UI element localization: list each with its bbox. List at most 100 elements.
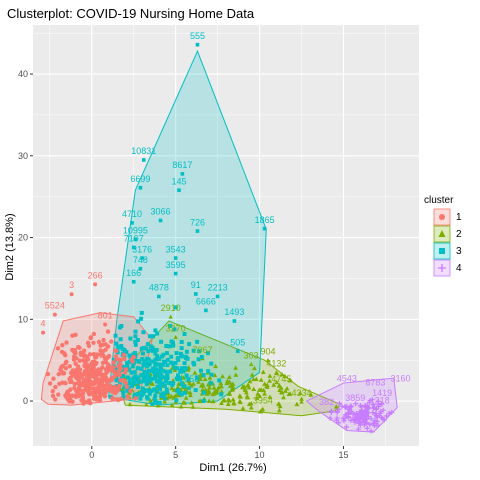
cluster-3-point (196, 357, 201, 362)
cluster-3-point (199, 354, 204, 359)
cluster-1-point (114, 356, 119, 362)
point-label: 3595 (166, 260, 186, 270)
cluster-3-point (177, 376, 182, 381)
axis-ticks: 0 5 10 15 0 10 20 30 40 (18, 69, 349, 460)
cluster-3-point (133, 339, 138, 344)
cluster-1-point (60, 370, 65, 375)
y-axis-title: Dim2 (13.8%) (4, 213, 16, 280)
cluster-3-point (132, 357, 137, 362)
cluster-2-point (178, 404, 184, 409)
cluster-1-point (76, 385, 82, 391)
cluster-2-point (282, 373, 288, 378)
cluster-1-point (82, 363, 87, 369)
cluster-1-point (91, 340, 96, 346)
cluster-2-point (143, 402, 149, 407)
cluster-1-point (60, 343, 65, 348)
cluster-3-point (186, 377, 191, 382)
x-tick-label: 15 (338, 450, 348, 460)
cluster-3-point (140, 256, 144, 260)
cluster-2-point (260, 406, 266, 411)
point-label: 904 (260, 346, 275, 356)
cluster-1-point (73, 332, 78, 338)
cluster-2-point (200, 383, 206, 388)
cluster-3-point (147, 374, 152, 379)
cluster-3-point (160, 362, 165, 367)
cluster-3-point (125, 365, 130, 370)
cluster-3-point (118, 337, 123, 342)
cluster-2-point (187, 380, 193, 386)
cluster-3-point (139, 366, 144, 371)
cluster-2-point (233, 365, 238, 370)
cluster-3-point (125, 388, 130, 393)
cluster-2-point (225, 397, 231, 402)
cluster-1-point (81, 350, 86, 355)
cluster-1-point (87, 352, 93, 357)
cluster-4-point (346, 406, 352, 412)
cluster-4-point (344, 404, 350, 410)
cluster-2-point (267, 394, 273, 399)
point-label: 7107 (124, 234, 144, 244)
cluster-1-point (85, 388, 90, 393)
cluster-3-point (157, 294, 161, 299)
cluster-3-point (163, 369, 168, 374)
cluster-3-point (114, 341, 119, 346)
cluster-2-point (245, 383, 251, 388)
cluster-3-point (174, 398, 179, 403)
cluster-3-point (158, 371, 163, 376)
cluster-3-point (154, 379, 159, 384)
cluster-4-point (329, 408, 335, 414)
point-label: 1493 (224, 307, 244, 317)
cluster-3-point (195, 375, 200, 380)
legend-triangle-icon (438, 230, 446, 237)
cluster-4-point (370, 402, 376, 408)
cluster-4-point (327, 415, 333, 421)
cluster-2-point (230, 396, 236, 402)
cluster-1-point (91, 396, 97, 401)
cluster-1-point (62, 380, 67, 386)
cluster-4-point (379, 414, 385, 420)
cluster-3-point (124, 350, 129, 355)
cluster-1-point (69, 371, 75, 376)
cluster-3-point (232, 319, 237, 323)
cluster-3-point (205, 351, 210, 356)
cluster-3-point (153, 372, 158, 377)
point-label: 145 (171, 176, 186, 186)
cluster-2-point (294, 401, 300, 407)
cluster-4-point (366, 399, 372, 405)
cluster-1-point (94, 360, 99, 366)
cluster-2-point (148, 398, 153, 403)
cluster-3-point (153, 328, 158, 333)
cluster-2-point (218, 383, 224, 389)
cluster-3-point (157, 400, 162, 405)
cluster-3-point (177, 391, 182, 396)
cluster-3-point (127, 380, 132, 385)
cluster-2-point (252, 365, 257, 371)
cluster-3-point (162, 359, 167, 364)
cluster-3-point (179, 339, 184, 344)
cluster-4-point (375, 398, 381, 404)
cluster-4-point (374, 406, 380, 412)
cluster-2-point (206, 398, 212, 403)
cluster-2-point (221, 397, 226, 403)
cluster-3-point (145, 396, 150, 401)
cluster-2-point (173, 335, 178, 340)
cluster-4-point (373, 412, 379, 418)
cluster-1-point (95, 352, 100, 357)
cluster-3-point (201, 373, 206, 378)
cluster-1-point (41, 330, 46, 335)
cluster-3-point (136, 359, 141, 364)
cluster-3-point (184, 349, 189, 354)
cluster-3-point (193, 292, 198, 296)
cluster-3-point (131, 279, 136, 284)
cluster-3-point (141, 362, 146, 367)
cluster-2-point (211, 385, 217, 390)
cluster-3-point (147, 362, 152, 367)
cluster-2-point (245, 394, 251, 400)
cluster-3-point (209, 372, 214, 377)
cluster-1-point (118, 358, 123, 363)
cluster-2-point (249, 372, 255, 377)
point-label: 2213 (208, 283, 228, 293)
cluster-4-point (348, 417, 354, 423)
cluster-2-point (251, 386, 257, 392)
cluster-1-point (91, 331, 97, 337)
